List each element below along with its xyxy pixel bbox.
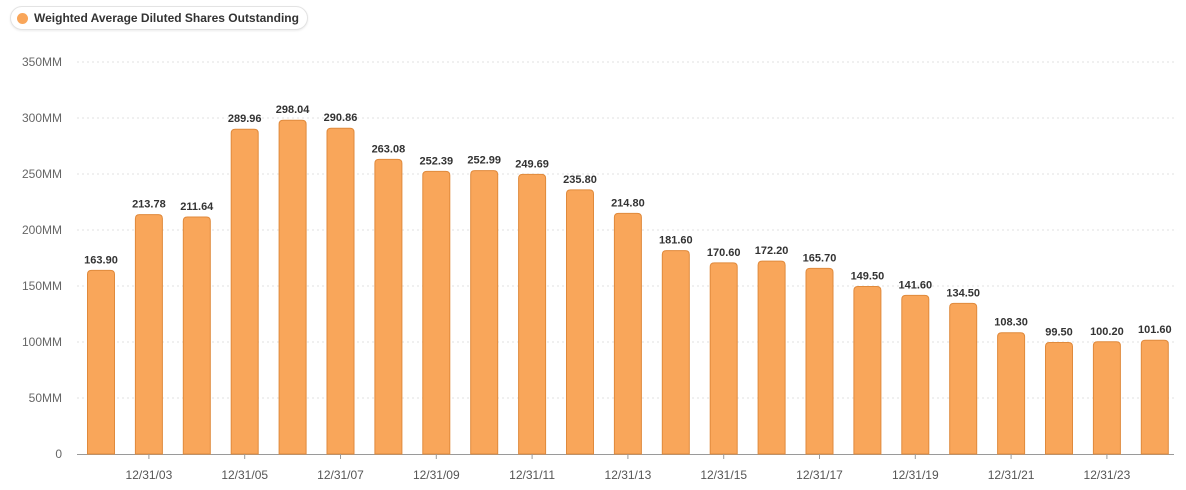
bar <box>661 250 690 455</box>
bar <box>949 302 978 455</box>
bar <box>1140 339 1169 455</box>
data-label: 165.70 <box>803 252 837 264</box>
data-label: 141.60 <box>898 279 932 291</box>
bar <box>422 170 451 455</box>
data-label: 252.39 <box>419 155 453 167</box>
x-tick-label: 12/31/05 <box>221 468 268 482</box>
x-tick-label: 12/31/15 <box>700 468 747 482</box>
bar <box>901 294 930 455</box>
y-tick-label: 200MM <box>22 223 62 237</box>
bar <box>805 267 834 455</box>
bar <box>757 260 786 455</box>
data-label: 263.08 <box>372 143 406 155</box>
data-label: 235.80 <box>563 174 597 186</box>
y-tick-label: 250MM <box>22 167 62 181</box>
x-tick-label: 12/31/19 <box>892 468 939 482</box>
data-label: 252.99 <box>467 155 501 167</box>
data-label: 290.86 <box>324 112 358 124</box>
data-label: 100.20 <box>1090 326 1124 338</box>
data-label: 163.90 <box>84 254 118 266</box>
data-label: 211.64 <box>180 201 214 213</box>
x-tick-label: 12/31/09 <box>413 468 460 482</box>
y-tick-label: 50MM <box>29 391 62 405</box>
x-tick-label: 12/31/17 <box>796 468 843 482</box>
bar <box>134 214 163 455</box>
x-tick-label: 12/31/11 <box>509 468 555 482</box>
y-tick-label: 0 <box>55 447 62 461</box>
bar <box>613 212 642 455</box>
data-label: 213.78 <box>132 199 166 211</box>
bar <box>278 119 307 455</box>
legend-label: Weighted Average Diluted Shares Outstand… <box>34 11 299 25</box>
bar <box>326 127 355 455</box>
x-tick-label: 12/31/07 <box>317 468 364 482</box>
bar <box>230 128 259 455</box>
x-tick-label: 12/31/03 <box>126 468 173 482</box>
data-label: 214.80 <box>611 197 645 209</box>
y-tick-label: 100MM <box>22 335 62 349</box>
data-label: 172.20 <box>755 245 789 257</box>
data-label: 289.96 <box>228 113 262 125</box>
data-label: 249.69 <box>515 158 549 170</box>
data-label: 170.60 <box>707 247 741 259</box>
x-tick-label: 12/31/21 <box>988 468 1035 482</box>
chart-legend[interactable]: Weighted Average Diluted Shares Outstand… <box>10 6 308 30</box>
data-label: 298.04 <box>276 104 311 116</box>
data-label: 101.60 <box>1138 324 1172 336</box>
bar <box>1092 341 1121 455</box>
bar <box>997 332 1026 455</box>
bar <box>709 262 738 455</box>
bar <box>518 173 547 455</box>
data-label: 149.50 <box>851 271 885 283</box>
x-tick-label: 12/31/23 <box>1084 468 1131 482</box>
bar <box>374 158 403 455</box>
bar <box>853 286 882 455</box>
data-label: 181.60 <box>659 235 693 247</box>
data-label: 134.50 <box>946 287 980 299</box>
y-tick-label: 150MM <box>22 279 62 293</box>
bar <box>470 170 499 455</box>
bar <box>566 189 594 455</box>
x-tick-label: 12/31/13 <box>605 468 652 482</box>
data-label: 99.50 <box>1045 327 1073 339</box>
bar <box>1045 342 1073 455</box>
y-tick-label: 300MM <box>22 111 62 125</box>
legend-swatch <box>17 12 28 24</box>
y-tick-label: 350MM <box>22 55 62 69</box>
data-label: 108.30 <box>994 317 1028 329</box>
bar <box>182 216 211 455</box>
bar <box>87 269 115 455</box>
